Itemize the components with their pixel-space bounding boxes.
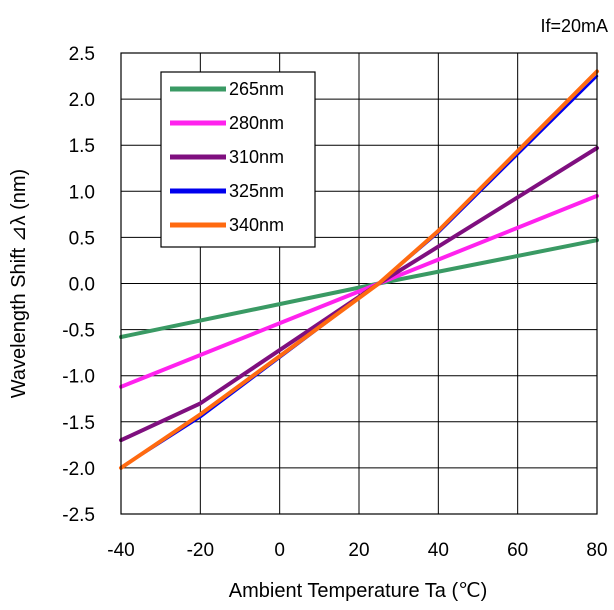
y-axis-title: Wavelength Shift ⊿λ (nm)	[8, 169, 30, 398]
y-tick-label: 1.0	[69, 182, 95, 203]
condition-annotation: If=20mA	[540, 16, 608, 36]
legend-entry: 280nm	[229, 113, 284, 133]
y-tick-label: -2.5	[62, 505, 95, 526]
x-tick-label: 80	[586, 540, 607, 561]
x-tick-label: 40	[428, 540, 449, 561]
x-axis-title: Ambient Temperature Ta (℃)	[229, 580, 488, 602]
series-lines	[119, 69, 599, 470]
series-line-340nm	[119, 69, 599, 470]
y-tick-label: 1.5	[69, 136, 95, 157]
y-tick-labels: 2.5 2.0 1.5 1.0 0.5 0.0 -0.5 -1.0 -1.5 -2.0 -2.5	[62, 44, 95, 526]
x-tick-label: 60	[507, 540, 528, 561]
legend: 265nm 280nm 310nm 325nm 340nm	[160, 71, 316, 248]
y-tick-label: 2.0	[69, 90, 95, 111]
y-tick-label: 2.5	[69, 44, 95, 65]
y-tick-label: -1.0	[62, 367, 95, 388]
y-tick-label: 0.0	[69, 275, 95, 296]
legend-entry: 340nm	[229, 215, 284, 235]
legend-entry: 310nm	[229, 147, 284, 167]
x-tick-labels: -40 -20 0 20 40 60 80	[107, 540, 607, 561]
y-tick-label: -2.0	[62, 459, 95, 480]
y-tick-label: -1.5	[62, 413, 95, 434]
x-tick-label: -20	[187, 540, 214, 561]
x-tick-label: -40	[107, 540, 134, 561]
x-tick-label: 0	[274, 540, 285, 561]
plot-frame	[120, 52, 598, 515]
x-tick-label: 20	[348, 540, 369, 561]
legend-entry: 325nm	[229, 181, 284, 201]
y-tick-label: 0.5	[69, 228, 95, 249]
y-tick-label: -0.5	[62, 321, 95, 342]
legend-entry: 265nm	[229, 79, 284, 99]
